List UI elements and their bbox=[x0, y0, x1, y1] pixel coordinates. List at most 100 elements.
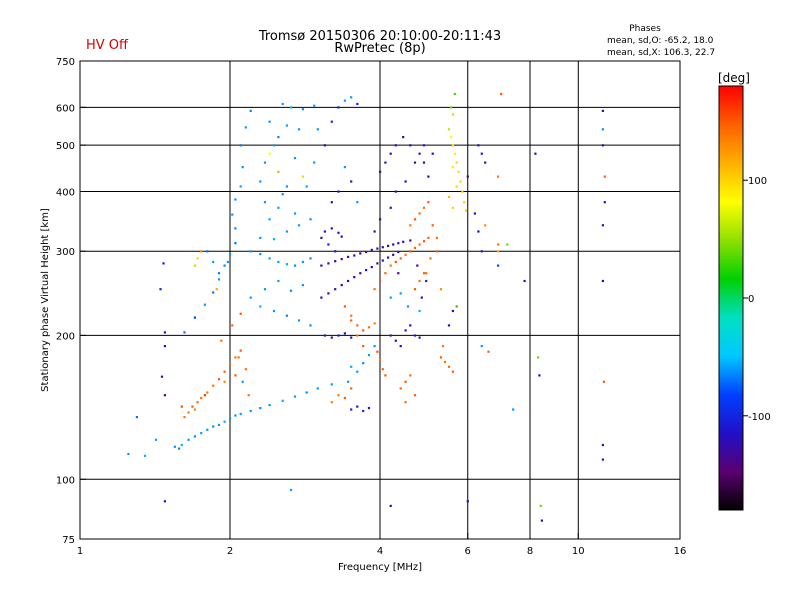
data-point bbox=[334, 250, 337, 253]
data-point bbox=[413, 334, 417, 337]
data-point bbox=[323, 144, 326, 147]
data-point bbox=[330, 336, 333, 339]
data-point bbox=[239, 312, 242, 315]
data-point bbox=[376, 350, 379, 353]
data-point bbox=[406, 305, 410, 308]
data-point bbox=[370, 266, 373, 269]
data-point bbox=[297, 128, 301, 131]
grid-lines bbox=[80, 61, 680, 539]
data-point bbox=[350, 408, 353, 411]
y-tick-label: 500 bbox=[56, 141, 75, 152]
data-point bbox=[191, 405, 194, 408]
data-point bbox=[223, 370, 226, 373]
data-point bbox=[384, 161, 387, 164]
data-point bbox=[229, 417, 232, 420]
data-point bbox=[231, 213, 234, 216]
data-point bbox=[376, 262, 379, 265]
data-point bbox=[512, 408, 515, 411]
data-point bbox=[418, 336, 421, 339]
data-point bbox=[480, 152, 483, 155]
data-point bbox=[259, 407, 262, 410]
data-point bbox=[397, 250, 400, 254]
data-point bbox=[320, 264, 323, 267]
data-point bbox=[601, 109, 604, 112]
data-point bbox=[413, 288, 417, 291]
data-point bbox=[422, 206, 426, 209]
data-point bbox=[389, 296, 392, 299]
data-point bbox=[362, 329, 365, 332]
data-point bbox=[539, 504, 542, 507]
data-point bbox=[359, 272, 362, 275]
data-point bbox=[435, 236, 438, 239]
data-point bbox=[413, 246, 417, 249]
data-point bbox=[389, 152, 392, 155]
data-point bbox=[379, 279, 382, 283]
data-point bbox=[463, 201, 466, 204]
data-point bbox=[350, 365, 353, 368]
data-point bbox=[373, 322, 376, 325]
data-point bbox=[480, 250, 483, 253]
data-point bbox=[431, 224, 434, 227]
data-point bbox=[272, 238, 276, 241]
data-point bbox=[196, 401, 199, 404]
data-point bbox=[212, 291, 215, 294]
data-point bbox=[356, 102, 359, 106]
data-point bbox=[413, 161, 417, 164]
data-point bbox=[602, 380, 605, 383]
data-point bbox=[316, 128, 319, 131]
data-point bbox=[389, 264, 392, 267]
data-point bbox=[239, 185, 242, 188]
data-point bbox=[143, 454, 147, 457]
data-point bbox=[180, 405, 183, 408]
data-point bbox=[223, 420, 226, 423]
data-point bbox=[350, 314, 353, 317]
data-point bbox=[373, 230, 376, 233]
data-point bbox=[337, 106, 340, 109]
data-point bbox=[330, 383, 333, 386]
data-point bbox=[497, 243, 500, 246]
data-point bbox=[259, 305, 262, 308]
data-point bbox=[451, 166, 454, 169]
data-point bbox=[451, 144, 454, 147]
data-point bbox=[397, 242, 400, 245]
colorbar-label: [deg] bbox=[718, 71, 750, 85]
data-point bbox=[301, 260, 304, 264]
data-point bbox=[154, 438, 158, 441]
data-point bbox=[459, 180, 462, 183]
data-point bbox=[234, 242, 237, 245]
data-point bbox=[362, 362, 365, 365]
data-point bbox=[249, 296, 252, 299]
data-point bbox=[217, 278, 221, 281]
data-point bbox=[234, 227, 237, 230]
colorbar-ticks: -100 0 100 bbox=[743, 176, 771, 423]
data-point bbox=[289, 106, 293, 109]
data-point bbox=[416, 264, 419, 267]
data-point bbox=[392, 243, 395, 246]
data-point bbox=[277, 136, 280, 139]
data-point bbox=[289, 488, 293, 492]
data-point bbox=[272, 144, 276, 147]
data-point bbox=[447, 128, 451, 131]
data-point bbox=[464, 209, 468, 212]
data-point bbox=[413, 394, 417, 397]
data-point bbox=[418, 152, 421, 155]
data-point bbox=[309, 218, 312, 221]
data-point bbox=[337, 231, 340, 234]
data-point bbox=[268, 257, 271, 260]
data-point bbox=[206, 250, 209, 253]
data-point bbox=[249, 109, 252, 112]
x-tick-label: 16 bbox=[674, 546, 687, 557]
data-point bbox=[484, 224, 487, 227]
data-point bbox=[234, 374, 237, 377]
data-point bbox=[601, 443, 604, 447]
x-tick-label: 6 bbox=[465, 546, 471, 557]
data-point bbox=[387, 256, 390, 259]
data-point bbox=[212, 384, 215, 387]
data-point bbox=[285, 124, 288, 127]
data-point bbox=[163, 394, 166, 397]
data-point bbox=[173, 445, 176, 448]
data-point bbox=[435, 250, 438, 253]
data-point bbox=[163, 345, 166, 348]
data-point bbox=[443, 360, 447, 364]
